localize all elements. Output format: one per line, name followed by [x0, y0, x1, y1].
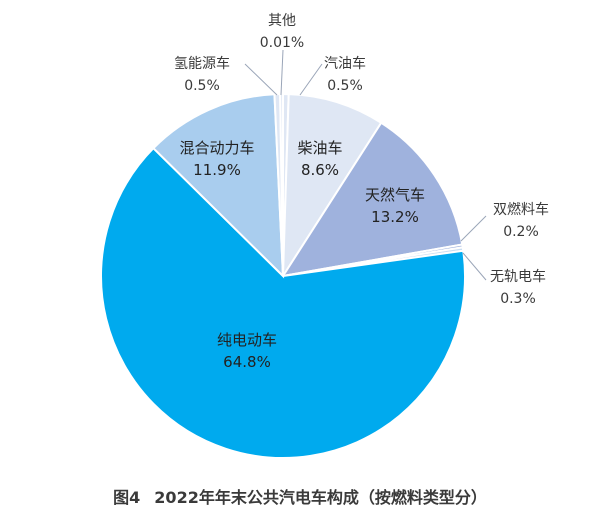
slice-label-4: 无轨电车: [490, 268, 546, 285]
slice-label-5: 纯电动车: [217, 331, 277, 349]
slice-value-3: 0.2%: [503, 224, 539, 240]
pie-chart: 汽油车 0.5% 柴油车 8.6% 天然气车 13.2% 双燃料车 0.2% 无轨电车 0.3% 纯…: [100, 13, 549, 459]
slice-value-6: 11.9%: [193, 161, 241, 179]
slice-label-0: 汽油车: [324, 55, 366, 72]
slice-value-0: 0.5%: [327, 78, 363, 94]
slice-label-8: 其他: [268, 13, 296, 29]
slice-label-6: 混合动力车: [179, 139, 254, 157]
pie-slice-8: [279, 92, 284, 277]
slice-label-1: 柴油车: [297, 139, 342, 157]
pie-slice-1: [281, 93, 383, 280]
pie-slice-5: [100, 146, 466, 459]
slice-value-4: 0.3%: [500, 291, 536, 307]
slice-value-7: 0.5%: [184, 78, 220, 94]
figure-caption: 图4 2022年年末公共汽电车构成（按燃料类型分）: [0, 484, 600, 508]
leader-line-4: [462, 252, 487, 281]
leader-line-3: [460, 215, 487, 242]
figure-title: 2022年年末公共汽电车构成（按燃料类型分）: [154, 488, 487, 507]
slice-value-2: 13.2%: [371, 208, 419, 226]
slice-value-1: 8.6%: [301, 161, 339, 179]
slice-labels: 汽油车 0.5% 柴油车 8.6% 天然气车 13.2% 双燃料车 0.2% 无轨电车 0.3% 纯…: [174, 13, 549, 371]
slice-value-5: 64.8%: [223, 353, 271, 371]
leader-line-7: [244, 63, 278, 96]
leader-lines: [244, 49, 487, 281]
slice-label-2: 天然气车: [365, 186, 425, 204]
leader-line-8: [280, 49, 284, 96]
slice-label-7: 氢能源车: [174, 55, 230, 72]
pie-slice-6: [151, 93, 285, 279]
pie-slice-2: [280, 121, 464, 278]
leader-line-0: [299, 63, 323, 96]
pie-slices: [100, 92, 466, 459]
slice-value-8: 0.01%: [260, 35, 304, 51]
slice-label-3: 双燃料车: [493, 201, 549, 218]
figure-number: 图4: [113, 488, 141, 507]
